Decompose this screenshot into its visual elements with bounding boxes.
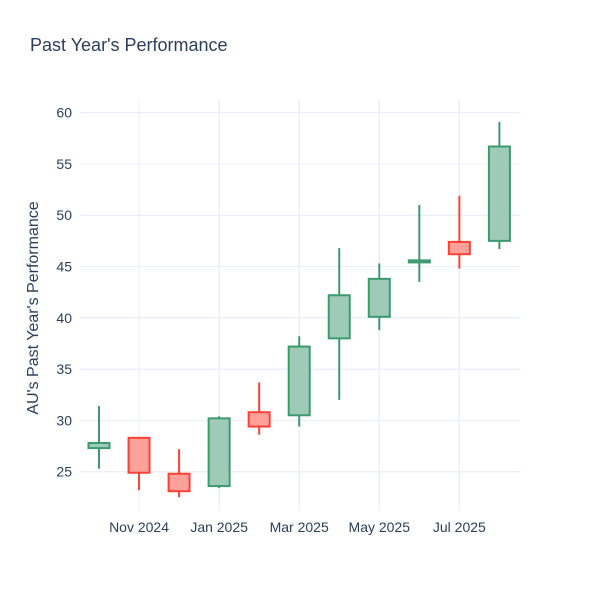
candle-may-2025[interactable] (367, 263, 391, 331)
plot-area[interactable] (80, 99, 520, 511)
x-tick-label: Jan 2025 (190, 519, 248, 535)
candle-body (87, 441, 111, 450)
y-tick-label: 55 (56, 156, 72, 172)
candle-body (127, 436, 151, 474)
candle-apr-2025[interactable] (327, 248, 351, 400)
candle-jun-2025[interactable] (407, 204, 431, 282)
y-tick-label: 45 (56, 259, 72, 275)
candle-jul-2025[interactable] (447, 195, 471, 269)
x-tick-label: Nov 2024 (109, 519, 169, 535)
candle-feb-2025[interactable] (247, 382, 271, 435)
candle-mar-2025[interactable] (287, 336, 311, 427)
candle-oct-2024[interactable] (87, 406, 111, 469)
candle-body (447, 240, 471, 256)
candle-nov-2024[interactable] (127, 436, 151, 491)
candle-jan-2025[interactable] (207, 416, 231, 489)
y-tick-label: 60 (56, 105, 72, 121)
x-tick-label: Mar 2025 (270, 519, 329, 535)
candle-body (407, 259, 431, 264)
x-tick-label: May 2025 (349, 519, 411, 535)
y-tick-label: 40 (56, 310, 72, 326)
candle-body (247, 411, 271, 428)
candle-body (367, 277, 391, 318)
y-tick-label: 35 (56, 361, 72, 377)
y-axis-title: AU's Past Year's Performance (25, 201, 42, 415)
candle-body (207, 417, 231, 488)
candle-body (167, 472, 191, 493)
candle-body (327, 294, 351, 340)
chart-title: Past Year's Performance (30, 35, 228, 55)
candle-aug-2025[interactable] (487, 121, 511, 250)
x-tick-label: Jul 2025 (433, 519, 486, 535)
y-tick-label: 25 (56, 464, 72, 480)
candle-dec-2024[interactable] (167, 449, 191, 498)
y-tick-label: 30 (56, 412, 72, 428)
candle-body (287, 345, 311, 417)
candle-body (487, 145, 511, 242)
y-tick-label: 50 (56, 207, 72, 223)
